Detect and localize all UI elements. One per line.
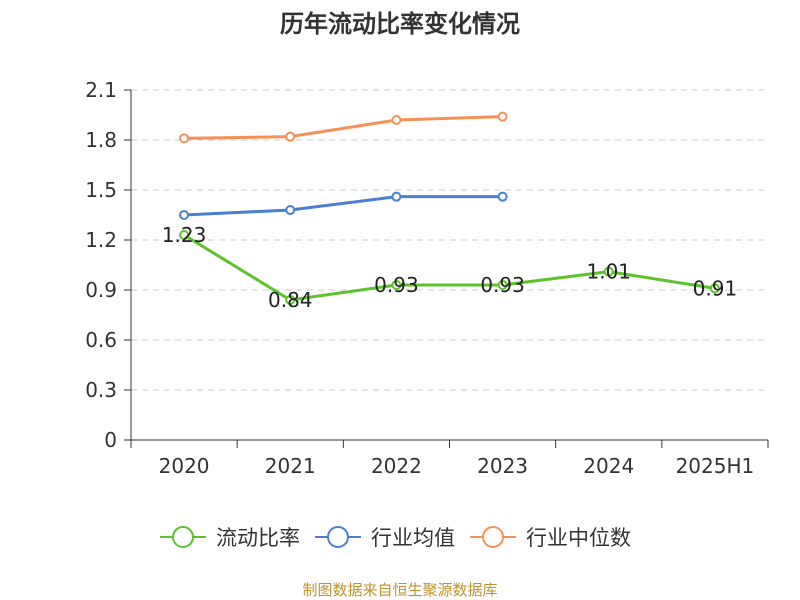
y-tick-label: 1.8 [85,128,117,152]
y-tick-label: 0.3 [85,378,117,402]
y-tick-label: 0.9 [85,278,117,302]
x-tick-label: 2024 [583,454,634,478]
chart-title: 历年流动比率变化情况 [280,10,520,38]
series-line-1 [183,233,716,302]
data-label: 1.23 [162,223,207,247]
data-point [497,191,508,202]
y-tick-label: 1.5 [85,178,117,202]
data-point [179,210,190,220]
legend-marker [482,526,504,548]
legend-item-2[interactable]: 行业均值 [315,526,455,550]
grid-lines [131,89,768,391]
data-point [391,115,402,125]
x-tick-label: 2025H1 [676,454,755,478]
data-point [603,266,614,277]
series-line-2 [184,195,503,217]
x-tick-label: 2022 [371,454,422,478]
y-tick-label: 1.2 [85,228,117,252]
data-point [391,191,402,202]
x-tick-label: 2023 [477,454,528,478]
data-point [497,280,508,290]
x-tick-label: 2020 [159,454,210,478]
series-lines [179,111,720,305]
data-label: 0.93 [480,273,525,297]
data-point [179,133,190,144]
series-line-3 [184,115,503,140]
data-point [285,205,296,215]
y-tick-label: 0 [104,428,117,452]
x-tick-label: 2021 [265,454,316,478]
legend-item-1[interactable]: 流动比率 [160,526,300,550]
y-tick-label: 2.1 [85,78,117,102]
legend-label: 行业均值 [371,526,455,550]
data-label: 1.01 [586,260,631,284]
data-label: 0.93 [374,273,419,297]
data-labels: 1.23 0.84 0.93 0.93 1.01 0.91 [162,223,737,312]
source-note: 制图数据来自恒生聚源数据库 [302,581,497,599]
legend[interactable]: 流动比率 行业均值 行业中位数 [160,526,631,550]
data-point [285,131,296,142]
data-point [391,280,402,290]
legend-item-3[interactable]: 行业中位数 [470,526,631,550]
legend-label: 行业中位数 [526,526,631,550]
data-point [709,283,720,294]
data-label: 0.84 [268,288,313,312]
data-label: 0.91 [693,276,738,300]
axes: 0 0.3 0.6 0.9 1.2 1.5 1.8 2.1 2020 2021 2022 2023 20… [85,78,769,478]
legend-label: 流动比率 [216,526,300,550]
legend-marker [327,526,349,548]
y-tick-label: 0.6 [85,328,117,352]
data-point [497,111,508,122]
data-point [179,230,190,240]
legend-marker [172,526,194,548]
data-point [285,295,296,305]
